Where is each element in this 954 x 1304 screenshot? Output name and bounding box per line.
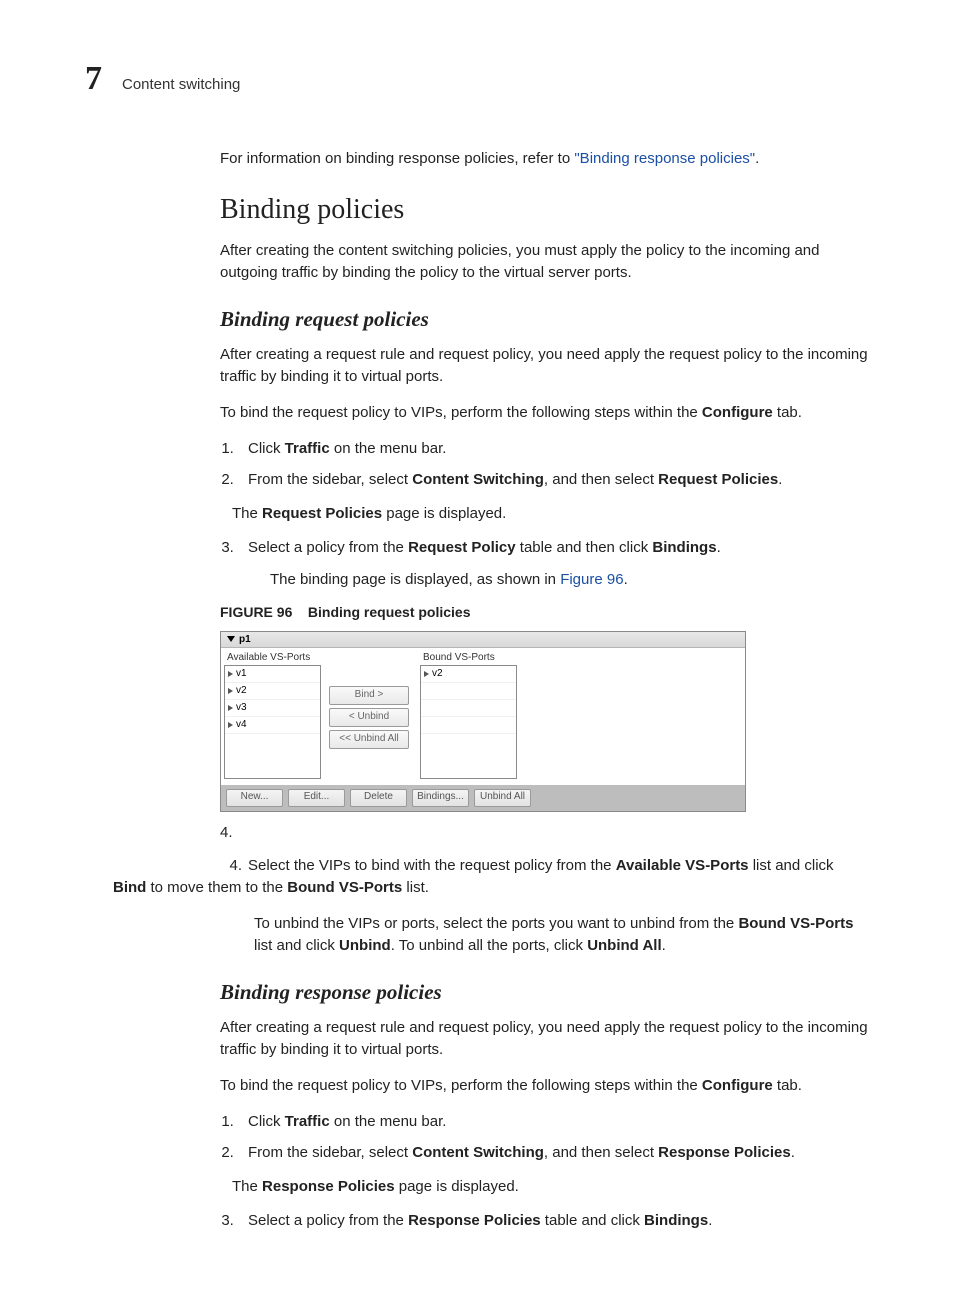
sub1-p1: After creating a request rule and reques… xyxy=(220,344,869,388)
step-4: 4.Select the VIPs to bind with the reque… xyxy=(85,855,869,899)
step-1: Click Traffic on the menu bar. xyxy=(238,438,869,460)
page-header: 7 Content switching xyxy=(85,60,869,98)
footer-unbind-all-button[interactable]: Unbind All xyxy=(474,789,531,807)
list-item[interactable]: v2 xyxy=(421,666,516,683)
new-button[interactable]: New... xyxy=(226,789,283,807)
bindings-button[interactable]: Bindings... xyxy=(412,789,469,807)
expand-icon xyxy=(228,688,233,694)
breadcrumb: Content switching xyxy=(122,76,240,93)
sub1-p2: To bind the request policy to VIPs, perf… xyxy=(220,402,869,424)
sub2-p2: To bind the request policy to VIPs, perf… xyxy=(220,1075,869,1097)
list-item[interactable]: v4 xyxy=(225,717,320,734)
figure-caption: FIGURE 96 Binding request policies xyxy=(220,602,869,622)
list-item xyxy=(421,700,516,717)
step-2: From the sidebar, select Content Switchi… xyxy=(238,1142,869,1164)
panel-title-bar[interactable]: p1 xyxy=(221,632,745,648)
list-item xyxy=(421,683,516,700)
step-3: Select a policy from the Response Polici… xyxy=(238,1210,869,1232)
intro-suffix: . xyxy=(755,150,759,167)
response-steps: Click Traffic on the menu bar. From the … xyxy=(220,1111,869,1165)
list-item[interactable]: v2 xyxy=(225,683,320,700)
section1-p1: After creating the content switching pol… xyxy=(220,240,869,284)
list-item[interactable]: v1 xyxy=(225,666,320,683)
available-label: Available VS-Ports xyxy=(224,650,321,665)
expand-icon xyxy=(424,671,429,677)
step3-sub: The binding page is displayed, as shown … xyxy=(270,569,869,591)
intro-prefix: For information on binding response poli… xyxy=(220,150,574,167)
request-steps-4 xyxy=(220,822,869,844)
collapse-icon[interactable] xyxy=(227,636,235,642)
chapter-number: 7 xyxy=(85,60,102,98)
bound-listbox[interactable]: v2 xyxy=(420,665,517,779)
step-2: From the sidebar, select Content Switchi… xyxy=(238,469,869,491)
figure-96-link[interactable]: Figure 96 xyxy=(560,571,623,588)
sub2-p1: After creating a request rule and reques… xyxy=(220,1017,869,1061)
figure-96-screenshot: p1 Available VS-Ports v1 v2 v3 v4 Bind >… xyxy=(220,631,746,812)
subsection-binding-response: Binding response policies xyxy=(220,980,869,1005)
list-item[interactable]: v3 xyxy=(225,700,320,717)
resp-step2-sub: The Response Policies page is displayed. xyxy=(232,1176,869,1198)
delete-button[interactable]: Delete xyxy=(350,789,407,807)
subsection-binding-request: Binding request policies xyxy=(220,307,869,332)
request-steps-cont: Select a policy from the Request Policy … xyxy=(220,537,869,591)
step2-sub: The Request Policies page is displayed. xyxy=(232,503,869,525)
expand-icon xyxy=(228,705,233,711)
binding-response-link[interactable]: "Binding response policies" xyxy=(574,150,755,167)
expand-icon xyxy=(228,671,233,677)
bind-button[interactable]: Bind > xyxy=(329,686,409,705)
unbind-all-button[interactable]: << Unbind All xyxy=(329,730,409,749)
list-item xyxy=(421,717,516,734)
edit-button[interactable]: Edit... xyxy=(288,789,345,807)
section-binding-policies: Binding policies xyxy=(220,194,869,226)
available-listbox[interactable]: v1 v2 v3 v4 xyxy=(224,665,321,779)
step-1: Click Traffic on the menu bar. xyxy=(238,1111,869,1133)
unbind-note: To unbind the VIPs or ports, select the … xyxy=(254,913,869,957)
panel-title: p1 xyxy=(239,634,251,645)
request-steps: Click Traffic on the menu bar. From the … xyxy=(220,438,869,492)
panel-footer: New... Edit... Delete Bindings... Unbind… xyxy=(221,785,745,811)
expand-icon xyxy=(228,722,233,728)
step-3: Select a policy from the Request Policy … xyxy=(238,537,869,591)
bound-label: Bound VS-Ports xyxy=(420,650,517,665)
response-steps-cont: Select a policy from the Response Polici… xyxy=(220,1210,869,1232)
unbind-button[interactable]: < Unbind xyxy=(329,708,409,727)
intro-paragraph: For information on binding response poli… xyxy=(220,148,869,170)
